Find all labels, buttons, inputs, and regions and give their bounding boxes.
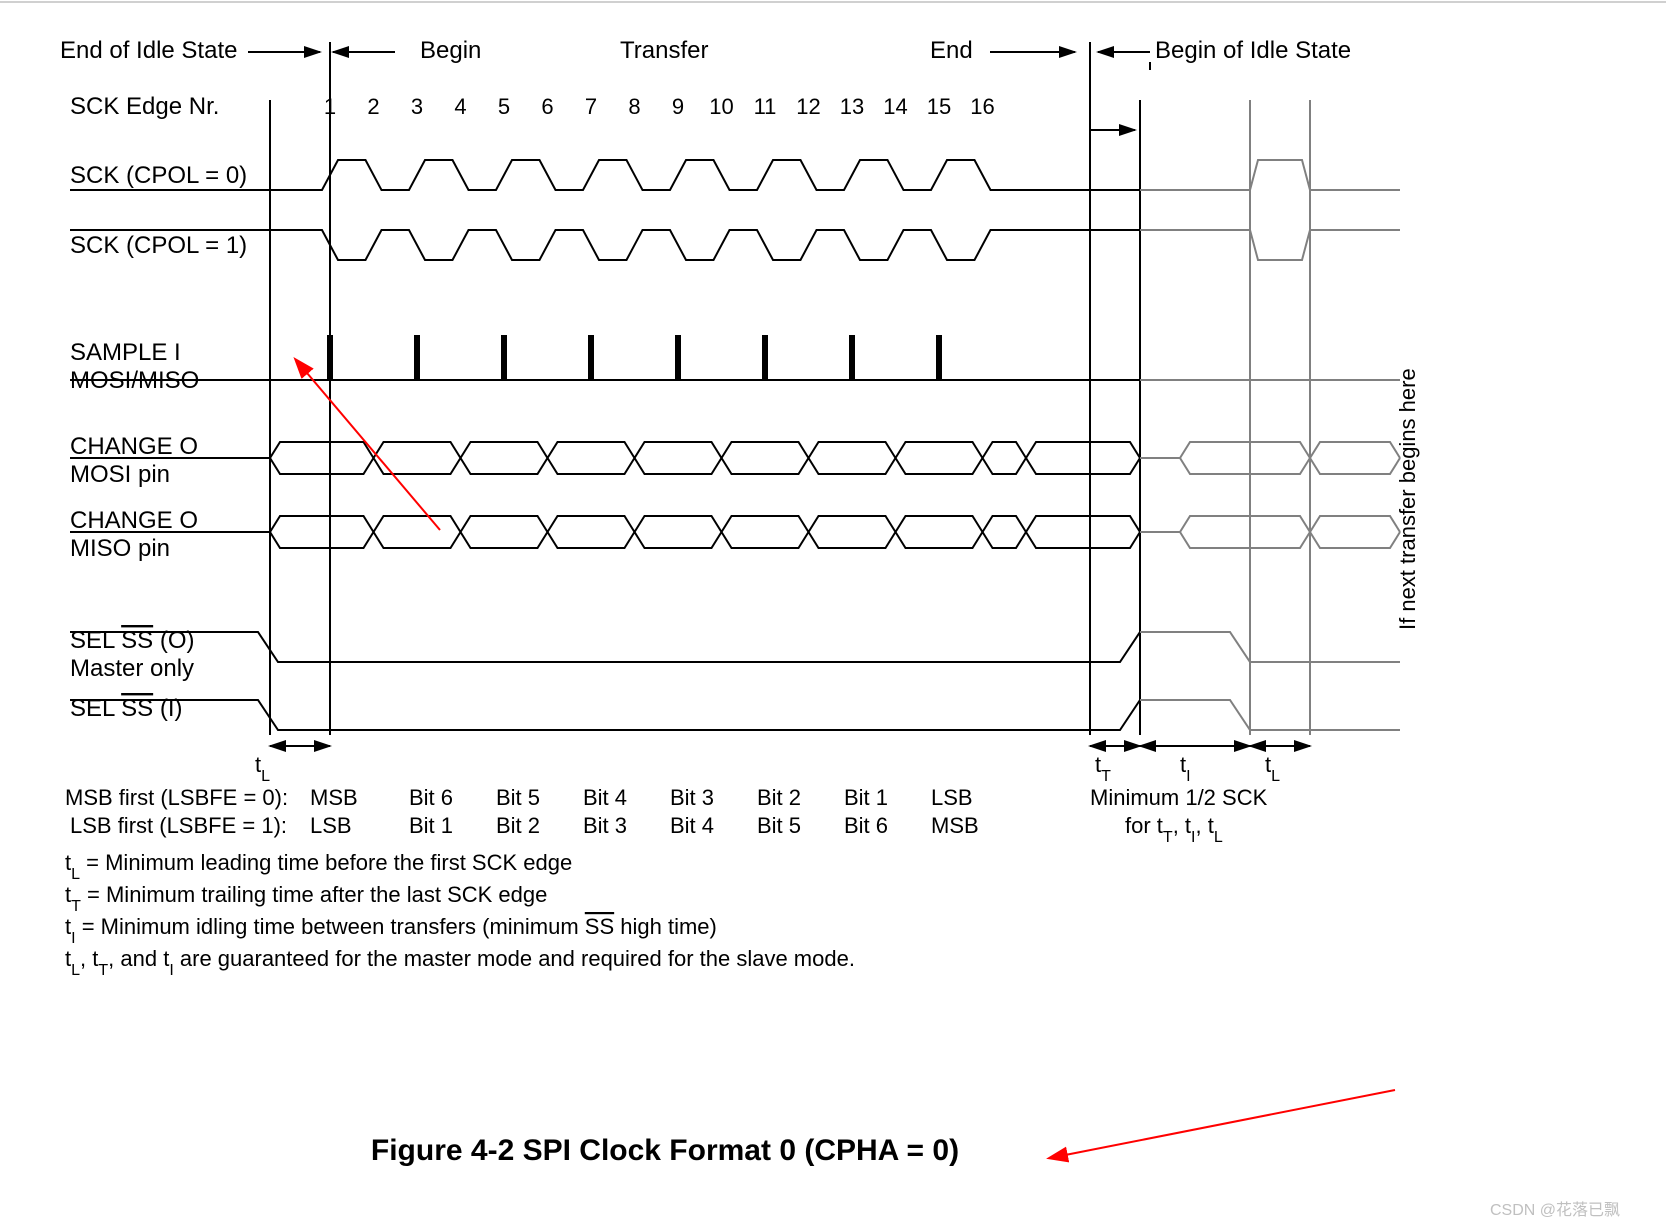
svg-text:3: 3 (411, 94, 423, 119)
svg-text:Bit 6: Bit 6 (409, 785, 453, 810)
figure-caption: Figure 4-2 SPI Clock Format 0 (CPHA = 0) (371, 1134, 959, 1167)
svg-text:Bit 6: Bit 6 (844, 813, 888, 838)
svg-text:Bit 2: Bit 2 (496, 813, 540, 838)
label-change-mosi-1: CHANGE O (70, 433, 198, 460)
svg-text:Bit 5: Bit 5 (757, 813, 801, 838)
svg-text:15: 15 (927, 94, 951, 119)
svg-text:Bit 4: Bit 4 (670, 813, 714, 838)
svg-text:MSB: MSB (931, 813, 979, 838)
svg-text:13: 13 (840, 94, 864, 119)
svg-text:5: 5 (498, 94, 510, 119)
svg-text:MSB: MSB (310, 785, 358, 810)
svg-text:Bit 5: Bit 5 (496, 785, 540, 810)
label-begin-idle: Begin of Idle State (1155, 37, 1351, 64)
label-lsb-first: LSB first (LSBFE = 1): (70, 813, 287, 838)
svg-text:tI: tI (1180, 752, 1191, 785)
svg-text:LSB: LSB (310, 813, 352, 838)
svg-text:4: 4 (454, 94, 466, 119)
svg-text:tL: tL (1265, 752, 1280, 785)
svg-text:tT = Minimum trailing time aft: tT = Minimum trailing time after the las… (65, 882, 547, 915)
label-end: End (930, 37, 973, 64)
svg-text:2: 2 (367, 94, 379, 119)
svg-text:9: 9 (672, 94, 684, 119)
svg-text:Bit 4: Bit 4 (583, 785, 627, 810)
svg-text:Bit 1: Bit 1 (844, 785, 888, 810)
label-change-miso-2: MISO pin (70, 535, 170, 562)
red-annotation-arrow-1 (296, 360, 440, 530)
label-sck-edge-nr: SCK Edge Nr. (70, 93, 219, 120)
red-annotation-arrow-2 (1050, 1090, 1395, 1158)
watermark: CSDN @花落已飘 (1490, 1201, 1620, 1219)
svg-text:6: 6 (541, 94, 553, 119)
svg-text:tL: tL (255, 752, 270, 785)
edge-numbers: 12345678910111213141516 (324, 94, 995, 119)
bit-labels-msb-first: MSB Bit 6 Bit 5 Bit 4 Bit 3 Bit 2 Bit 1 LSB (310, 785, 973, 810)
label-transfer: Transfer (620, 37, 708, 64)
label-sel-ss-o-2: Master only (70, 655, 194, 682)
label-sample-1: SAMPLE I (70, 339, 181, 366)
label-change-miso-1: CHANGE O (70, 507, 198, 534)
svg-text:14: 14 (883, 94, 907, 119)
timing-arrows: tL tT tI tL (255, 746, 1310, 785)
svg-text:Bit 2: Bit 2 (757, 785, 801, 810)
label-min-half-sck: Minimum 1/2 SCK (1090, 785, 1268, 810)
label-begin: Begin (420, 37, 481, 64)
label-end-idle: End of Idle State (60, 37, 237, 64)
svg-text:7: 7 (585, 94, 597, 119)
svg-text:tL, tT, and tI are guaranteed: tL, tT, and tI are guaranteed for the ma… (65, 946, 855, 979)
bit-labels-lsb-first: LSB Bit 1 Bit 2 Bit 3 Bit 4 Bit 5 Bit 6 MSB (310, 813, 979, 838)
svg-text:LSB: LSB (931, 785, 973, 810)
vertical-note: If next transfer begins here (1395, 368, 1420, 630)
svg-text:10: 10 (709, 94, 733, 119)
svg-text:16: 16 (970, 94, 994, 119)
svg-text:Bit 1: Bit 1 (409, 813, 453, 838)
svg-text:12: 12 (796, 94, 820, 119)
label-change-mosi-2: MOSI pin (70, 461, 170, 488)
label-sck0: SCK (CPOL = 0) (70, 162, 247, 189)
svg-text:Bit 3: Bit 3 (583, 813, 627, 838)
svg-text:8: 8 (628, 94, 640, 119)
label-sck1: SCK (CPOL = 1) (70, 232, 247, 259)
label-msb-first: MSB first (LSBFE = 0): (65, 785, 288, 810)
timing-notes: tL = Minimum leading time before the fir… (65, 850, 855, 979)
svg-text:tI = Minimum idling time betwe: tI = Minimum idling time between transfe… (65, 914, 717, 947)
svg-text:tL = Minimum leading time befo: tL = Minimum leading time before the fir… (65, 850, 572, 883)
svg-text:Bit 3: Bit 3 (670, 785, 714, 810)
spi-timing-diagram: End of Idle State Begin Transfer End Beg… (0, 0, 1666, 1226)
svg-text:1: 1 (324, 94, 336, 119)
svg-text:tT: tT (1095, 752, 1111, 785)
svg-text:11: 11 (754, 94, 777, 119)
label-for-timing: for tT, tI, tL (1125, 813, 1223, 846)
